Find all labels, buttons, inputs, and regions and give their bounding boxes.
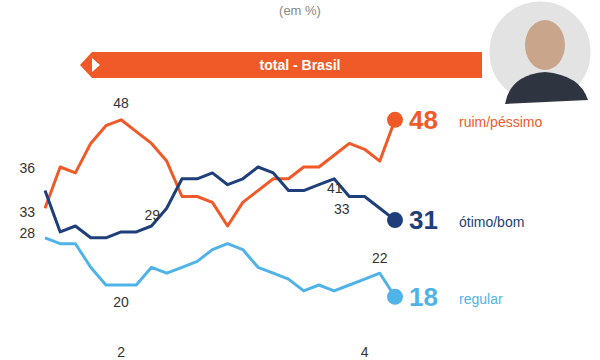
- subtitle: (em %): [279, 3, 321, 18]
- end-value: 18: [409, 282, 438, 312]
- banner-notch: [92, 58, 100, 72]
- photo: [488, 0, 592, 104]
- series-line: [45, 120, 395, 226]
- series-name: regular: [459, 291, 503, 307]
- photo-suit: [505, 72, 588, 104]
- data-label: 28: [19, 225, 35, 241]
- data-label: 41: [327, 180, 343, 196]
- lines: [45, 112, 403, 305]
- series-line: [45, 238, 395, 297]
- photo-frame: [488, 0, 592, 104]
- photo-face: [525, 20, 565, 70]
- end-dot: [387, 212, 403, 228]
- labels: 33 48 41 48 ruim/péssimo 36 29 33 31 ótimo/bom 28 2…: [19, 95, 542, 360]
- series-name: ruim/péssimo: [459, 114, 542, 130]
- data-label: 36: [19, 160, 35, 176]
- annotation: 2: [117, 344, 125, 360]
- end-dot: [387, 112, 403, 128]
- data-label: 22: [372, 250, 388, 266]
- chart: (em %) total - Brasil 33 48 41 48 ruim/péssimo…: [0, 0, 600, 360]
- data-label: 33: [334, 201, 350, 217]
- title: total - Brasil: [260, 57, 341, 73]
- series-name: ótimo/bom: [459, 214, 524, 230]
- data-label: 48: [113, 95, 129, 111]
- end-dot: [387, 289, 403, 305]
- end-value: 48: [409, 105, 438, 135]
- data-label: 20: [113, 294, 129, 310]
- data-label: 33: [19, 204, 35, 220]
- annotation: 4: [361, 344, 369, 360]
- end-value: 31: [409, 205, 438, 235]
- series-line: [45, 167, 395, 238]
- banner: [80, 52, 482, 78]
- data-label: 29: [145, 207, 161, 223]
